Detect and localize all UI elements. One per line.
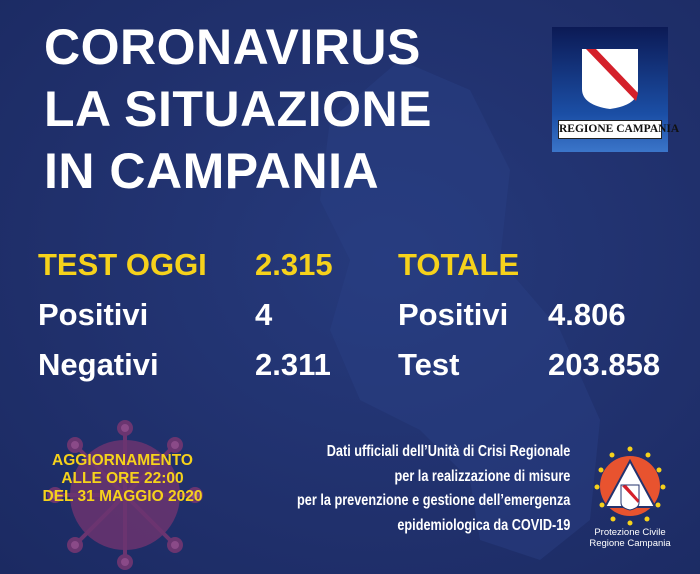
protezione-civile-label: Protezione Civile Regione Campania bbox=[585, 527, 675, 549]
official-data-note: Dati ufficiali dell’Unità di Crisi Regio… bbox=[297, 440, 570, 538]
title-line-1: CORONAVIRUS bbox=[44, 19, 421, 75]
pc-line-2: Regione Campania bbox=[589, 538, 671, 549]
protezione-civile-logo bbox=[594, 446, 666, 526]
info-line-1: Dati ufficiali dell’Unità di Crisi Regio… bbox=[326, 443, 570, 460]
coronavirus-icon bbox=[47, 420, 203, 570]
today-negative-label: Negativi bbox=[38, 347, 159, 382]
total-heading: TOTALE bbox=[398, 247, 520, 282]
update-line-3: DEL 31 MAGGIO 2020 bbox=[42, 488, 203, 505]
info-line-2: per la realizzazione di misure bbox=[394, 467, 570, 485]
title-line-3: IN CAMPANIA bbox=[44, 143, 380, 199]
update-line-2: ALLE ORE 22:00 bbox=[61, 470, 184, 487]
pc-line-1: Protezione Civile bbox=[594, 527, 666, 538]
today-positive-value: 4 bbox=[255, 297, 273, 332]
info-line-3: per la prevenzione e gestione dell’emerg… bbox=[296, 492, 570, 509]
campania-shield-icon bbox=[582, 49, 638, 109]
today-heading: TEST OGGI bbox=[38, 247, 207, 282]
title-line-2: LA SITUAZIONE bbox=[44, 81, 432, 137]
update-line-1: AGGIORNAMENTO bbox=[52, 452, 193, 469]
regione-campania-logo: REGIONE CAMPANIA bbox=[552, 27, 679, 152]
today-tests-value: 2.315 bbox=[255, 247, 333, 282]
today-negative-value: 2.311 bbox=[255, 347, 331, 382]
update-notice: AGGIORNAMENTO ALLE ORE 22:00 DEL 31 MAGG… bbox=[30, 452, 215, 506]
total-positive-label: Positivi bbox=[398, 297, 509, 332]
logo-text: REGIONE CAMPANIA bbox=[558, 120, 679, 139]
total-test-value: 203.858 bbox=[548, 347, 661, 382]
total-positive-value: 4.806 bbox=[548, 297, 626, 332]
total-test-label: Test bbox=[398, 347, 460, 382]
today-positive-label: Positivi bbox=[38, 297, 149, 332]
info-line-4: epidemiologica da COVID-19 bbox=[396, 516, 570, 534]
